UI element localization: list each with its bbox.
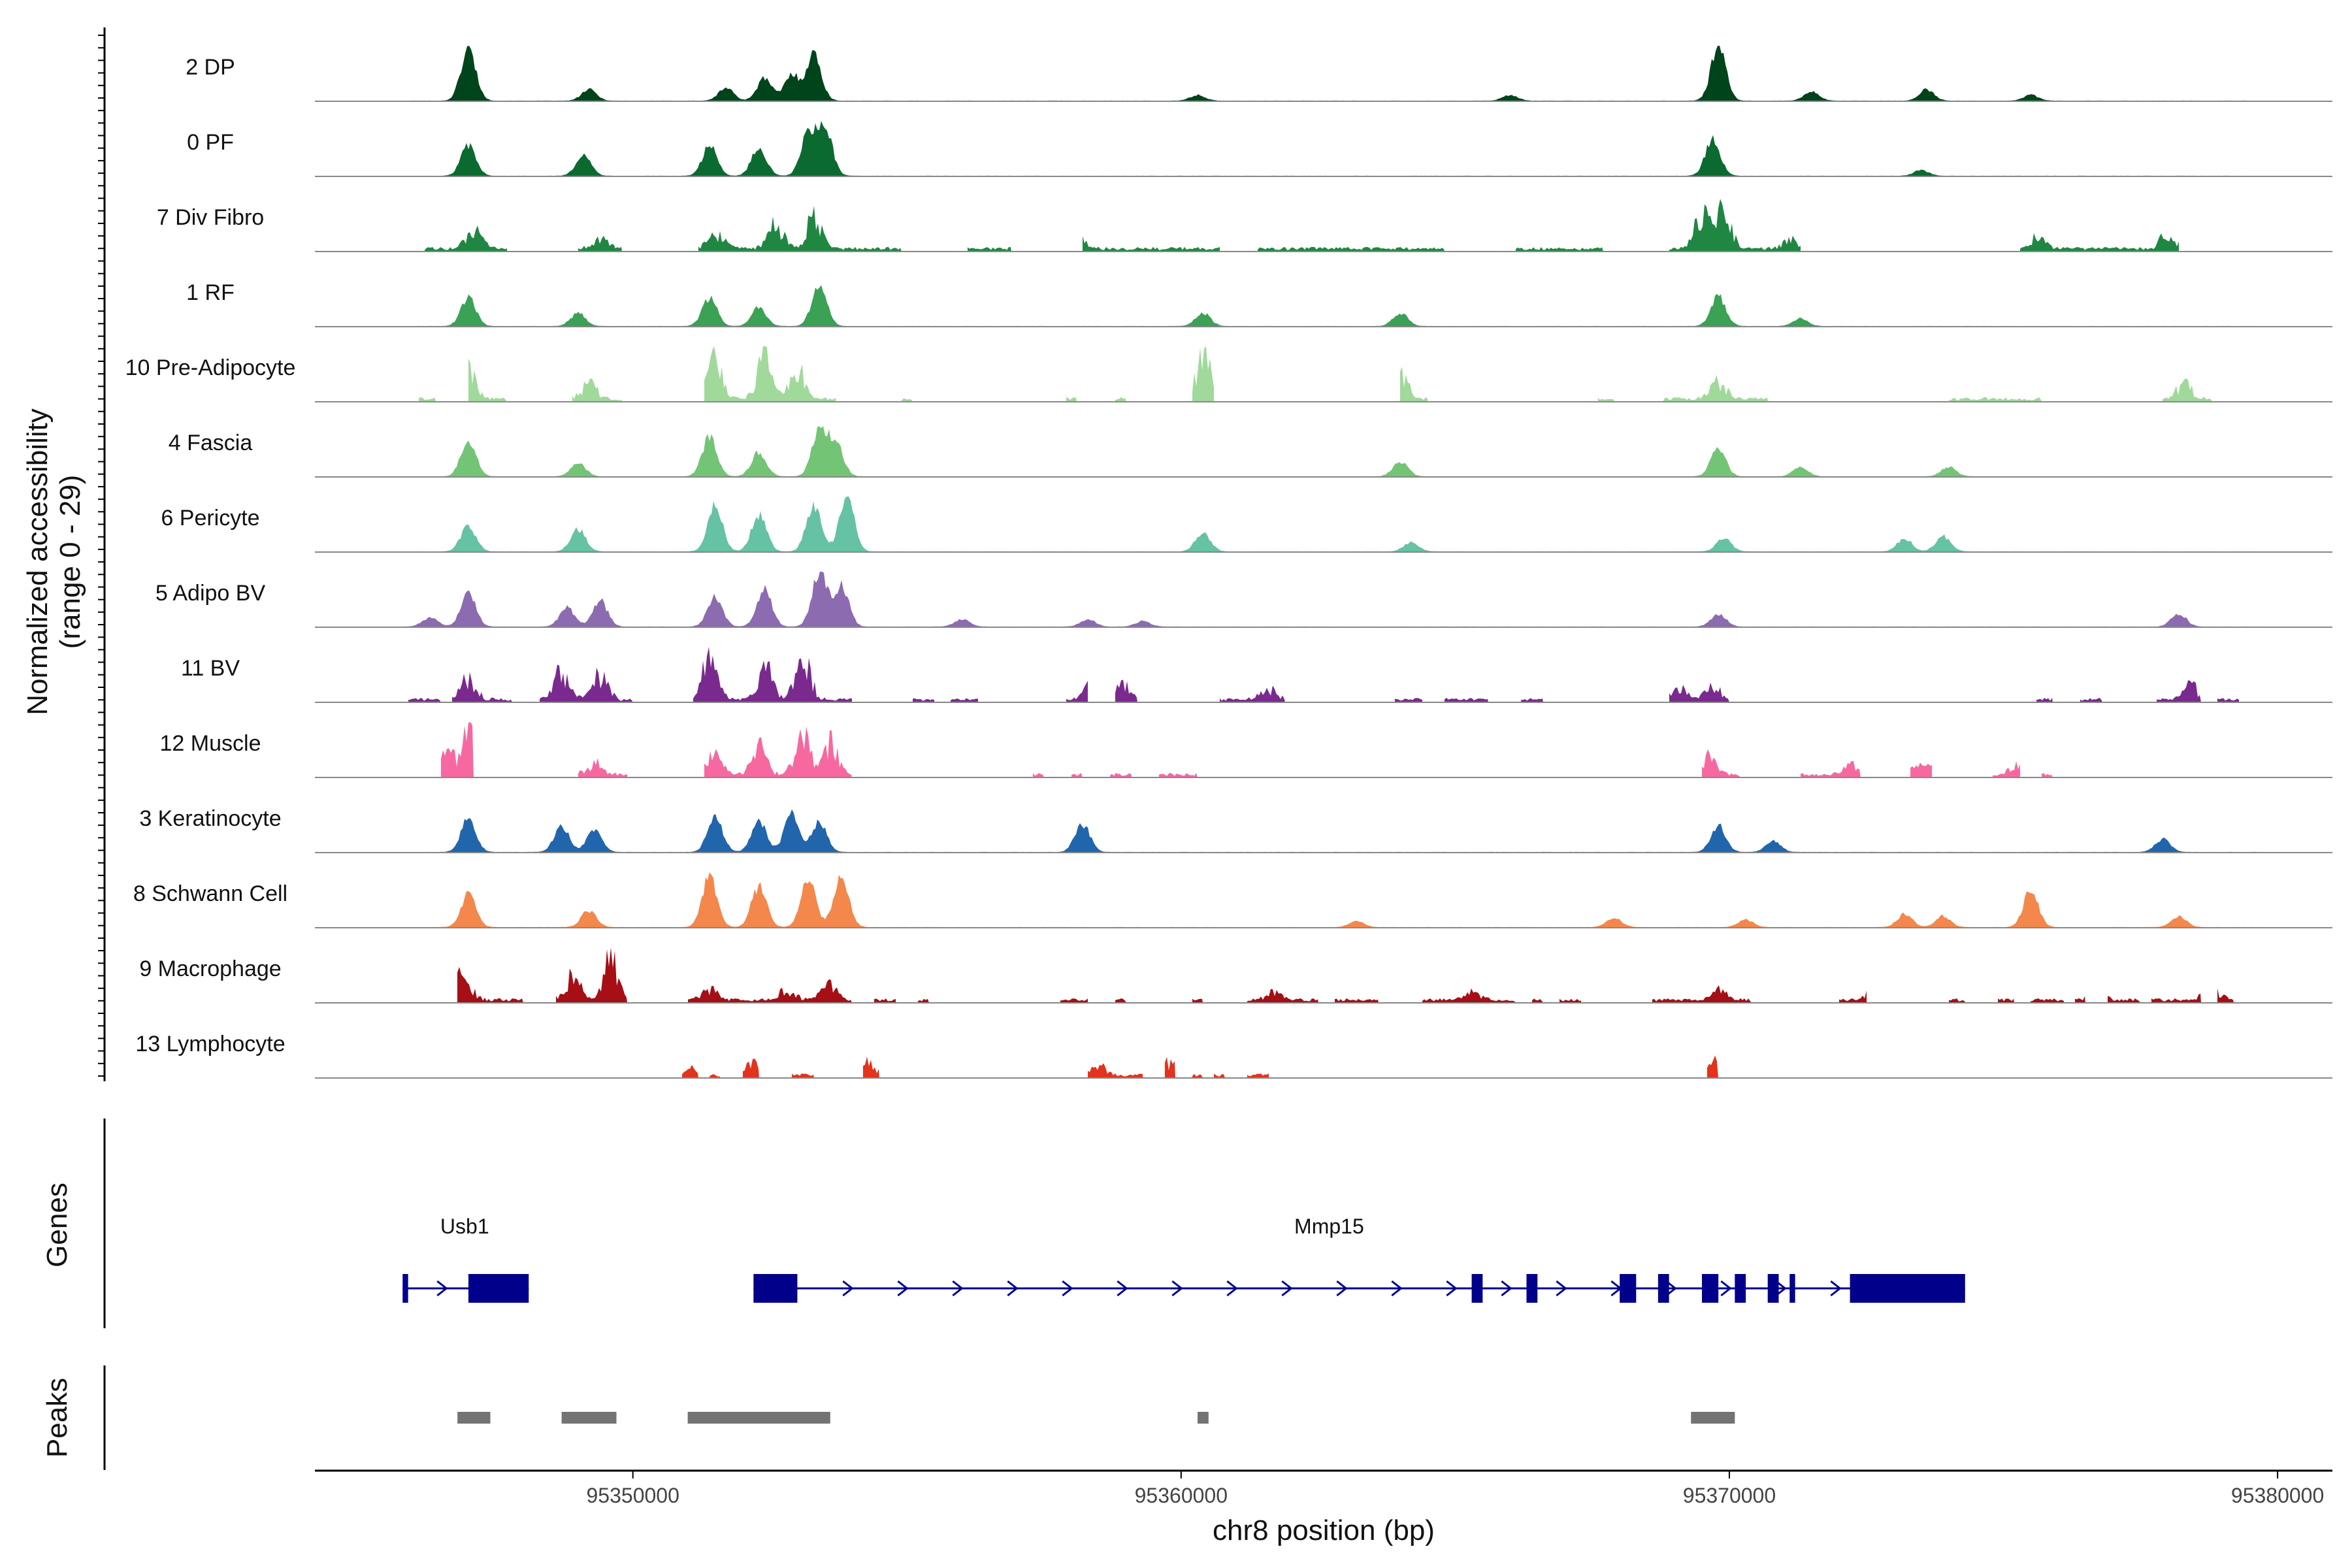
gene-exon bbox=[1658, 1274, 1669, 1303]
strand-arrow bbox=[952, 1280, 964, 1297]
strand-arrow bbox=[1007, 1280, 1019, 1297]
peak-region bbox=[1198, 1412, 1209, 1424]
track-label: 9 Macrophage bbox=[139, 956, 281, 981]
track-label: 13 Lymphocyte bbox=[135, 1032, 285, 1056]
coverage-area bbox=[441, 722, 2053, 777]
track-label: 0 PF bbox=[187, 130, 234, 155]
coverage-area bbox=[425, 199, 2179, 252]
gene-exon bbox=[1620, 1274, 1637, 1303]
coverage-area bbox=[414, 426, 2256, 477]
gene-label: Mmp15 bbox=[1294, 1215, 1364, 1238]
track-label: 2 DP bbox=[186, 55, 235, 80]
gene-exon bbox=[1735, 1274, 1746, 1303]
peak-region bbox=[1691, 1412, 1735, 1424]
coverage-area bbox=[402, 572, 2266, 627]
peak-region bbox=[457, 1412, 491, 1424]
strand-arrow bbox=[1336, 1280, 1348, 1297]
coverage-area bbox=[457, 947, 2234, 1003]
x-tick-label: 95360000 bbox=[1135, 1484, 1228, 1507]
peak-region bbox=[687, 1412, 830, 1424]
strand-arrow bbox=[842, 1280, 854, 1297]
track-label: 1 RF bbox=[186, 280, 235, 305]
strand-arrow bbox=[1830, 1280, 1842, 1297]
peak-region bbox=[561, 1412, 617, 1424]
x-tick-label: 95370000 bbox=[1683, 1484, 1776, 1507]
strand-arrow bbox=[1775, 1280, 1787, 1297]
gene-exon bbox=[1526, 1274, 1538, 1303]
peak-track bbox=[103, 1365, 1735, 1470]
strand-arrow bbox=[436, 1280, 448, 1297]
x-tick-label: 95350000 bbox=[587, 1484, 679, 1507]
coverage-area bbox=[408, 46, 2256, 101]
peaks-side-label: Peaks bbox=[41, 1378, 73, 1458]
strand-arrow bbox=[1117, 1280, 1128, 1297]
track-label: 4 Fascia bbox=[169, 431, 253, 455]
genes-side-label: Genes bbox=[41, 1183, 73, 1267]
x-axis-title: chr8 position (bp) bbox=[1213, 1514, 1435, 1546]
coverage-area bbox=[414, 809, 2266, 853]
x-axis: 95350000 95360000 95370000 95380000 bbox=[315, 1469, 2332, 1507]
coverage-area bbox=[414, 497, 2256, 552]
gene-exon bbox=[468, 1274, 529, 1303]
coverage-area bbox=[408, 647, 2239, 702]
strand-arrow bbox=[1501, 1280, 1512, 1297]
y-axis-subtitle: (range 0 - 29) bbox=[54, 475, 86, 649]
track-label: 8 Schwann Cell bbox=[133, 881, 287, 906]
gene-exon bbox=[1471, 1274, 1483, 1303]
track-label: 10 Pre-Adipocyte bbox=[125, 355, 296, 380]
y-axis-title: Normalized accessibility bbox=[22, 408, 54, 715]
gene-exon bbox=[1767, 1274, 1779, 1303]
track-label: 11 BV bbox=[181, 656, 240, 681]
coverage-area bbox=[414, 285, 2256, 327]
coverage-area bbox=[419, 346, 2212, 402]
strand-arrow bbox=[1171, 1280, 1183, 1297]
coverage-area bbox=[682, 1055, 1718, 1078]
track-label: 7 Div Fibro bbox=[157, 205, 264, 230]
y-axis bbox=[98, 27, 106, 1081]
gene-label: Usb1 bbox=[440, 1215, 489, 1238]
strand-arrow bbox=[1446, 1280, 1458, 1297]
gene-exon bbox=[1789, 1274, 1795, 1303]
gene-track: Usb1 Mmp15 bbox=[103, 1119, 1965, 1328]
track-label: 3 Keratinocyte bbox=[139, 806, 281, 831]
coverage-tracks: 2 DP 0 PF 7 Div Fibro 1 RF 10 Pre-Adipocyte 4… bbox=[125, 46, 2332, 1079]
strand-arrow bbox=[1556, 1280, 1567, 1297]
gene-exon bbox=[753, 1274, 798, 1303]
track-label: 6 Pericyte bbox=[161, 506, 259, 531]
track-label: 5 Adipo BV bbox=[155, 581, 266, 606]
coverage-area bbox=[441, 121, 2245, 176]
strand-arrow bbox=[1062, 1280, 1073, 1297]
x-tick-label: 95380000 bbox=[2231, 1484, 2324, 1507]
strand-arrow bbox=[1391, 1280, 1403, 1297]
strand-arrow bbox=[1665, 1280, 1677, 1297]
gene-exon bbox=[1702, 1274, 1719, 1303]
track-label: 12 Muscle bbox=[160, 731, 261, 756]
strand-arrow bbox=[1226, 1280, 1238, 1297]
strand-arrow bbox=[1281, 1280, 1293, 1297]
gene-exon bbox=[402, 1274, 408, 1303]
gene-exon bbox=[1850, 1274, 1965, 1303]
strand-arrow bbox=[1720, 1280, 1732, 1297]
strand-arrow bbox=[897, 1280, 909, 1297]
coverage-area bbox=[414, 872, 2266, 928]
